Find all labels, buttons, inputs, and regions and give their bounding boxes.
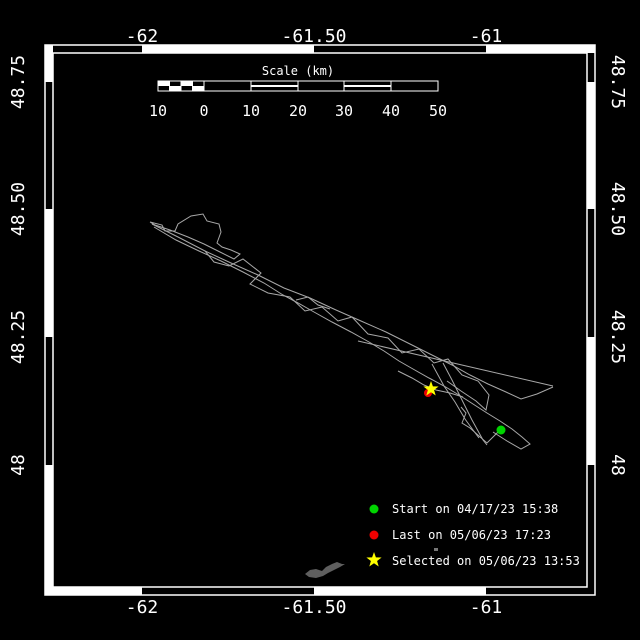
axis-tick-label: -61: [470, 597, 503, 618]
frame-band-segment: [486, 45, 595, 53]
frame-band-segment: [45, 45, 53, 82]
axis-tick-label: -61.50: [281, 597, 346, 618]
scale-bar-checker: [192, 86, 204, 91]
track-polyline: [149, 213, 241, 260]
island-group: [305, 548, 438, 578]
scale-number: 10: [149, 102, 167, 120]
scale-bar: Scale (km) 10 0 10 20 30 40 50: [149, 64, 447, 120]
scale-bar-title: Scale (km): [262, 64, 334, 78]
frame-band-segment: [45, 587, 142, 595]
legend-row-selected: Selected on 05/06/23 13:53: [366, 552, 580, 568]
scale-bar-stripe: [344, 85, 391, 87]
track-group: [149, 213, 554, 450]
selected-position-star-icon: [423, 381, 439, 396]
track-polyline: [460, 406, 499, 444]
island-shape: [305, 562, 345, 578]
frame-band-segment: [587, 82, 595, 209]
frame-band-segment: [142, 45, 314, 53]
scale-number: 30: [335, 102, 353, 120]
axis-tick-label: -61.50: [281, 26, 346, 47]
legend-row-start: Start on 04/17/23 15:38: [369, 502, 558, 516]
longitude-axis-bottom: -62 -61.50 -61: [126, 597, 503, 618]
frame-band-segment: [587, 337, 595, 465]
island-speck: [434, 548, 438, 551]
scale-bar-checker: [158, 81, 170, 86]
latitude-axis-left: 48.75 48.50 48.25 48: [8, 55, 29, 476]
scale-bar-checker: [181, 81, 193, 86]
scale-bar-stripe: [251, 85, 298, 87]
axis-tick-label: -62: [126, 26, 159, 47]
legend: Start on 04/17/23 15:38 Last on 05/06/23…: [366, 502, 580, 568]
track-polyline: [442, 362, 488, 446]
frame-band-segment: [45, 465, 53, 595]
track-polyline: [431, 363, 480, 439]
axis-tick-label: -61: [470, 26, 503, 47]
scale-number: 40: [382, 102, 400, 120]
last-dot-icon: [369, 530, 379, 540]
track-polyline: [153, 226, 531, 450]
scale-number: 50: [429, 102, 447, 120]
legend-row-last: Last on 05/06/23 17:23: [369, 528, 551, 542]
axis-tick-label: 48.75: [607, 55, 628, 109]
map-frame: [44, 44, 596, 596]
legend-label: Last on 05/06/23 17:23: [392, 528, 551, 542]
track-polyline: [295, 296, 331, 310]
scale-number: 20: [289, 102, 307, 120]
axis-tick-label: 48.50: [607, 182, 628, 236]
selected-star-icon: [366, 552, 382, 567]
longitude-axis-top: -62 -61.50 -61: [126, 26, 503, 47]
axis-tick-label: 48.25: [8, 310, 29, 364]
axis-tick-label: 48: [8, 454, 29, 476]
axis-tick-label: 48.50: [8, 182, 29, 236]
markers: [423, 381, 506, 435]
scale-number: 0: [199, 102, 208, 120]
track-polyline: [204, 250, 490, 411]
frame-band-segment: [314, 587, 486, 595]
axis-tick-label: 48.25: [607, 310, 628, 364]
axis-tick-label: 48: [607, 454, 628, 476]
track-polyline: [357, 340, 554, 387]
axis-tick-label: 48.75: [8, 55, 29, 109]
scale-bar-checker: [169, 86, 181, 91]
frame-band-segment: [45, 209, 53, 337]
scale-number: 10: [242, 102, 260, 120]
start-dot-icon: [369, 504, 379, 514]
latitude-axis-right: 48.75 48.50 48.25 48: [607, 55, 628, 476]
track-polyline: [151, 223, 554, 400]
legend-label: Start on 04/17/23 15:38: [392, 502, 558, 516]
legend-label: Selected on 05/06/23 13:53: [392, 554, 580, 568]
axis-tick-label: -62: [126, 597, 159, 618]
start-position-marker: [496, 425, 506, 435]
